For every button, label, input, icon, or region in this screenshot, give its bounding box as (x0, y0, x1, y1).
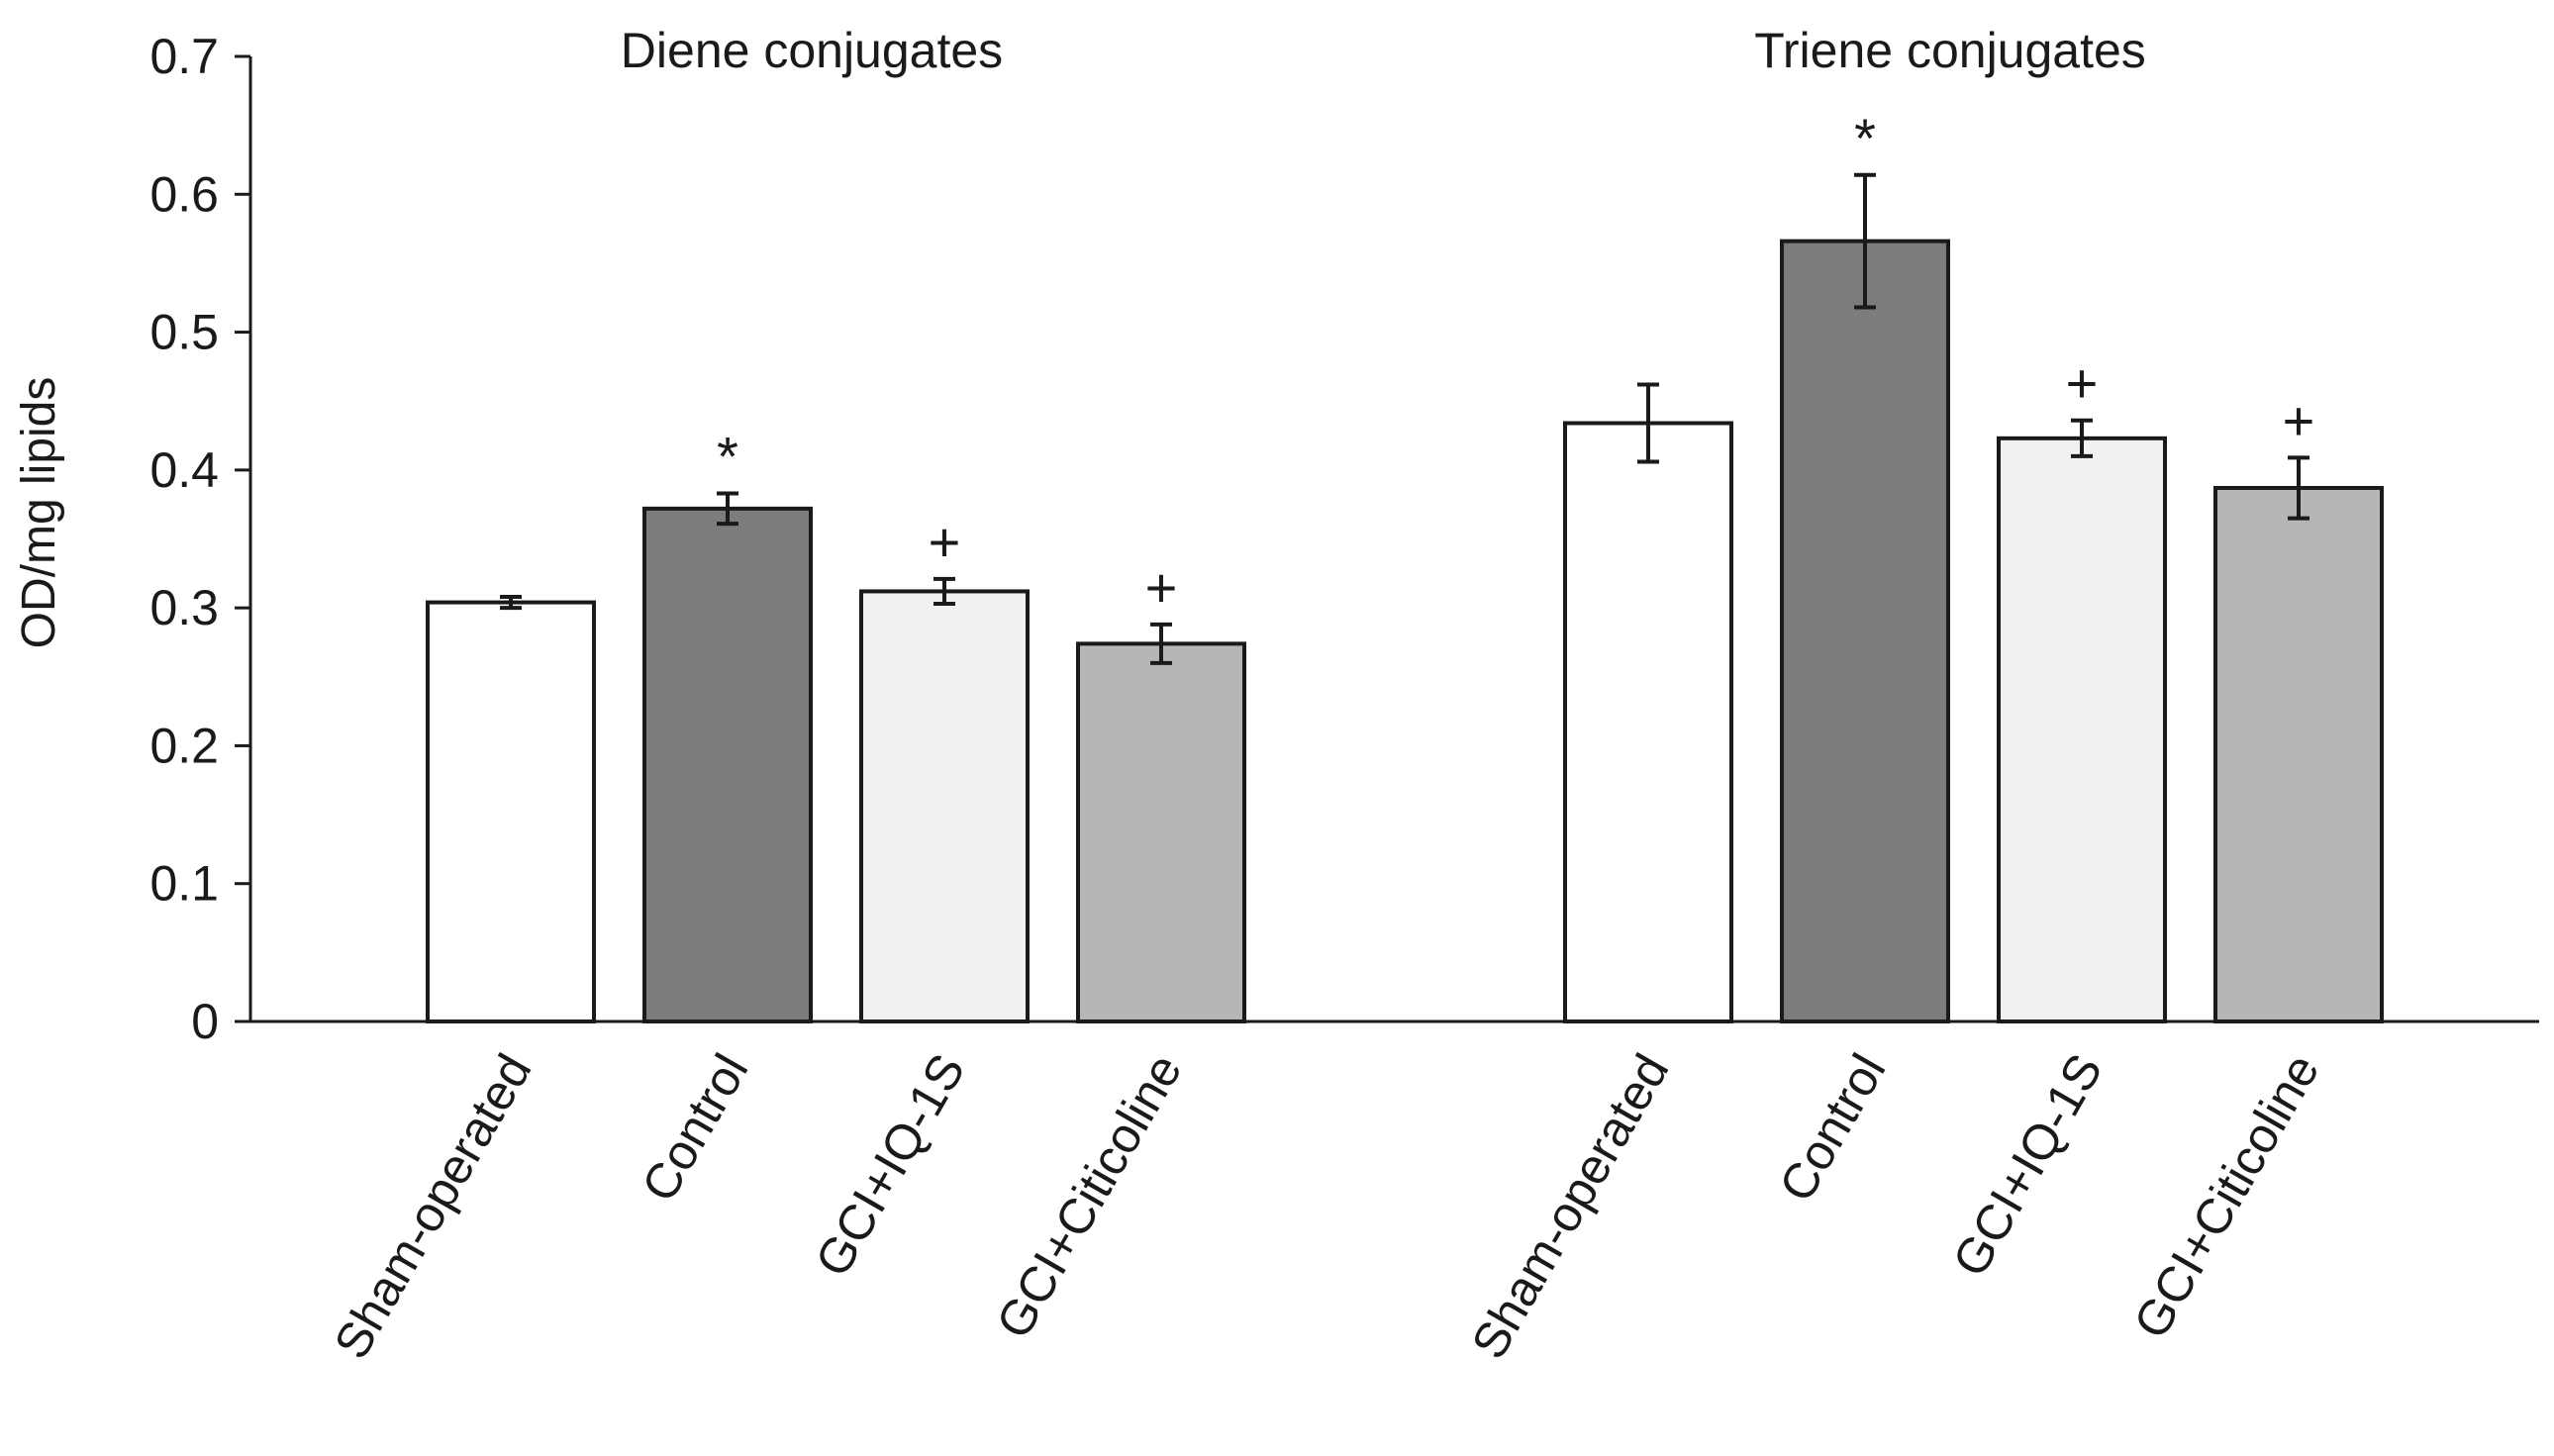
x-tick-label-triene-conjugates-sham-operated: Sham-operated (1461, 1045, 1680, 1368)
bar-triene-conjugates-sham-operated (1563, 421, 1733, 1023)
x-tick-label-triene-conjugates-gci-iq-1s: GCI+IQ-1S (1942, 1045, 2113, 1286)
bars (426, 172, 2384, 1024)
x-tick-label-triene-conjugates-gci-citicoline: GCI+Citicoline (2123, 1045, 2330, 1348)
x-tick-label-diene-conjugates-gci-citicoline: GCI+Citicoline (986, 1045, 1193, 1348)
y-tick-label: 0.5 (149, 305, 219, 360)
bar-triene-conjugates-gci-citicoline (2213, 485, 2384, 1023)
bar-diene-conjugates-control (642, 506, 813, 1023)
significance-marker-triene-conjugates-gci-citicoline: + (2283, 389, 2315, 451)
x-tick-label-triene-conjugates-control: Control (1768, 1045, 1896, 1212)
significance-marker-diene-conjugates-control: * (717, 426, 738, 488)
error-bar-diene-conjugates-gci-citicoline (1150, 622, 1172, 665)
error-bar-diene-conjugates-gci-iq-1s (933, 576, 955, 606)
significance-marker-diene-conjugates-gci-citicoline: + (1145, 556, 1178, 619)
y-axis-title: OD/mg lipids (13, 377, 65, 649)
y-tick-label: 0.6 (149, 166, 219, 222)
group-title-triene-conjugates: Triene conjugates (1754, 23, 2146, 78)
x-tick-label-diene-conjugates-control: Control (631, 1045, 758, 1212)
significance-marker-triene-conjugates-control: * (1854, 107, 1876, 169)
significance-marker-triene-conjugates-gci-iq-1s: + (2066, 352, 2099, 415)
y-tick-label: 0 (191, 994, 219, 1049)
significance-marker-diene-conjugates-gci-iq-1s: + (929, 511, 961, 573)
error-bar-diene-conjugates-control (717, 491, 738, 527)
bar-diene-conjugates-gci-citicoline (1076, 641, 1246, 1023)
error-bar-triene-conjugates-gci-citicoline (2288, 455, 2309, 521)
error-bar-triene-conjugates-control (1854, 172, 1876, 310)
bar-triene-conjugates-control (1780, 239, 1950, 1023)
y-tick-label: 0.7 (149, 29, 219, 84)
bar-diene-conjugates-gci-iq-1s (859, 589, 1030, 1024)
y-tick-label: 0.4 (149, 442, 219, 498)
group-title-diene-conjugates: Diene conjugates (621, 23, 1003, 78)
error-bar-diene-conjugates-sham-operated (500, 595, 522, 611)
x-tick-label-diene-conjugates-sham-operated: Sham-operated (324, 1045, 542, 1368)
bar-triene-conjugates-gci-iq-1s (1997, 436, 2167, 1024)
y-tick-label: 0.1 (149, 856, 219, 912)
y-axis: 0 0.1 0.2 0.3 0.4 0.5 0.6 0.7 (149, 29, 252, 1049)
bar-diene-conjugates-sham-operated (426, 600, 596, 1023)
x-tick-label-diene-conjugates-gci-iq-1s: GCI+IQ-1S (805, 1045, 976, 1286)
error-bar-triene-conjugates-sham-operated (1637, 382, 1659, 464)
y-tick-label: 0.3 (149, 580, 219, 635)
y-tick-label: 0.2 (149, 718, 219, 773)
error-bar-triene-conjugates-gci-iq-1s (2071, 418, 2093, 458)
